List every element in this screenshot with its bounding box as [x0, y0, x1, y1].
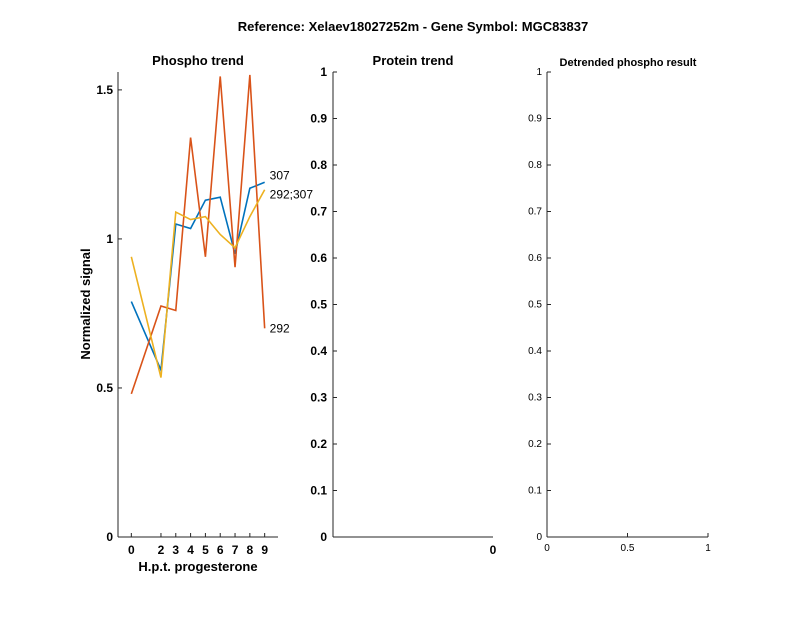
- figure-suptitle: Reference: Xelaev18027252m - Gene Symbol…: [238, 19, 588, 34]
- phospho-trend-series-labels: 307 292 292;307: [270, 168, 314, 335]
- detrended-y-tick-label: 1: [536, 67, 542, 78]
- phospho-x-tick-label: 8: [247, 543, 254, 557]
- series-line-307: [130, 181, 265, 374]
- protein-y-tick-label: 0.9: [310, 112, 327, 126]
- series-line-292: [130, 74, 266, 395]
- phospho-x-tick-label: 5: [202, 543, 209, 557]
- protein-x-tick-label: 0: [490, 543, 497, 557]
- protein-y-tick-label: 0.7: [310, 205, 327, 219]
- detrended-y-tick-label: 0.5: [528, 300, 542, 311]
- protein-y-tick-label: 0.2: [310, 437, 327, 451]
- phospho-trend-panel: Phospho trend Normalized signal H.p.t. p…: [78, 53, 313, 574]
- series-end-label: 307: [270, 168, 290, 182]
- phospho-trend-xlabel: H.p.t. progesterone: [138, 559, 257, 574]
- protein-y-tick-label: 0.5: [310, 298, 327, 312]
- protein-y-tick-label: 1: [320, 65, 327, 79]
- protein-trend-axes: 0 0.1 0.2 0.3 0.4 0.5 0.6 0.7 0.8 0.9 1 0: [310, 65, 496, 557]
- detrended-y-tick-label: 0.2: [528, 439, 542, 450]
- protein-trend-panel: Protein trend 00.10.20.30.40.50.60.70.80…: [310, 53, 496, 557]
- protein-y-tick-label: 0: [320, 530, 327, 544]
- phospho-y-tick-label: 1.5: [96, 83, 113, 97]
- series-end-label: 292: [270, 321, 290, 335]
- detrended-y-tick-label: 0.3: [528, 393, 542, 404]
- phospho-x-tick-label: 9: [261, 543, 268, 557]
- series-end-label: 292;307: [270, 188, 314, 202]
- phospho-x-tick-label: 0: [128, 543, 135, 557]
- phospho-y-tick-label: 0: [106, 530, 113, 544]
- phospho-x-tick-label: 4: [187, 543, 194, 557]
- protein-y-tick-label: 0.8: [310, 158, 327, 172]
- phospho-trend-axes: 0 0.5 1 1.5 0 2 3 4 5 6 7 8 9: [96, 72, 278, 557]
- detrended-y-tick-label: 0.1: [528, 486, 542, 497]
- detrended-panel: Detrended phospho result 0 0.1 0.2 0.3 0.4 0.…: [528, 57, 711, 554]
- detrended-y-tick-label: 0.7: [528, 207, 542, 218]
- detrended-y-tick-label: 0: [536, 532, 542, 543]
- phospho-x-tick-label: 6: [217, 543, 224, 557]
- phospho-y-tick-label: 1: [106, 232, 113, 246]
- detrended-x-tick-label: 0.5: [621, 543, 635, 554]
- phospho-trend-ylabel: Normalized signal: [78, 248, 93, 359]
- phospho-y-tick-label: 0.5: [96, 381, 113, 395]
- protein-y-tick-label: 0.1: [310, 484, 327, 498]
- phospho-x-tick-label: 2: [158, 543, 165, 557]
- protein-trend-title: Protein trend: [373, 53, 454, 68]
- detrended-axes: 0 0.1 0.2 0.3 0.4 0.5 0.6 0.7 0.8 0.9 1 0 0.5 1: [528, 67, 711, 554]
- detrended-x-tick-label: 0: [544, 543, 550, 554]
- phospho-x-tick-label: 7: [232, 543, 239, 557]
- detrended-y-tick-label: 0.4: [528, 346, 542, 357]
- detrended-x-tick-label: 1: [705, 543, 711, 554]
- phospho-trend-plot-area: [130, 74, 266, 395]
- detrended-y-tick-label: 0.8: [528, 160, 542, 171]
- protein-y-tick-label: 0.3: [310, 391, 327, 405]
- phospho-trend-title: Phospho trend: [152, 53, 244, 68]
- detrended-y-tick-label: 0.9: [528, 114, 542, 125]
- series-line-292-307: [130, 189, 266, 378]
- protein-y-tick-label: 0.6: [310, 251, 327, 265]
- phospho-x-tick-label: 3: [172, 543, 179, 557]
- detrended-title: Detrended phospho result: [560, 57, 697, 69]
- protein-y-tick-label: 0.4: [310, 344, 327, 358]
- detrended-y-tick-label: 0.6: [528, 253, 542, 264]
